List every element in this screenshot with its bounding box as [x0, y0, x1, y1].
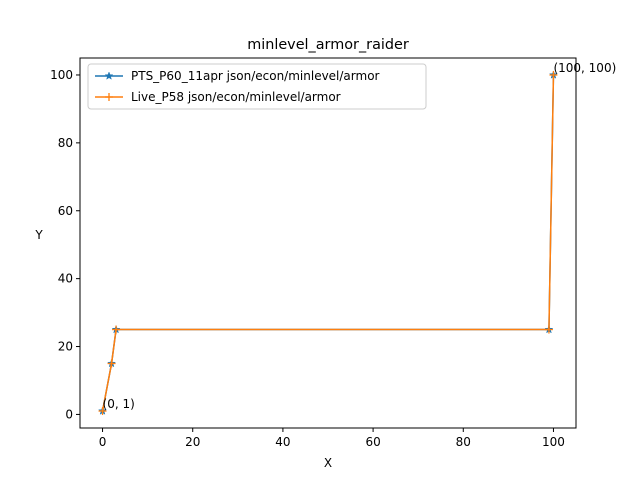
point-annotation: (0, 1): [103, 397, 135, 411]
data-point: [112, 325, 121, 334]
legend-entry: Live_P58 json/econ/minlevel/armor: [95, 90, 341, 104]
legend-marker: [105, 93, 113, 101]
y-tick-label: 80: [58, 136, 73, 150]
plot-frame: [79, 57, 577, 429]
legend-label: Live_P58 json/econ/minlevel/armor: [131, 90, 341, 104]
y-axis-label: Y: [34, 228, 43, 242]
legend-marker: [104, 71, 114, 80]
x-axis-label: X: [324, 456, 332, 470]
y-tick-label: 0: [65, 407, 73, 421]
y-tick-label: 60: [58, 204, 73, 218]
y-axis: 0 20 40 60 80 100: [50, 68, 80, 421]
x-tick-label: 0: [99, 435, 107, 449]
x-tick-label: 100: [542, 435, 565, 449]
x-tick-label: 20: [185, 435, 200, 449]
legend-box: [87, 63, 427, 110]
series-2: [98, 70, 558, 416]
x-axis: 0 20 40 60 80 100: [99, 428, 565, 449]
y-tick-label: 100: [50, 68, 73, 82]
point-annotation: (100, 100): [553, 61, 616, 75]
x-tick-label: 80: [456, 435, 471, 449]
series-layer: [98, 70, 558, 416]
legend: PTS_P60_11apr json/econ/minlevel/armor Li…: [87, 63, 427, 110]
x-tick-label: 60: [365, 435, 380, 449]
data-point: [549, 70, 558, 79]
x-tick-label: 40: [275, 435, 290, 449]
y-tick-label: 40: [58, 272, 73, 286]
chart-title: minlevel_armor_raider: [247, 37, 409, 53]
annotation-layer: (0, 1) (100, 100): [103, 61, 617, 411]
data-point: [544, 325, 553, 334]
legend-label: PTS_P60_11apr json/econ/minlevel/armor: [131, 69, 380, 83]
y-tick-label: 20: [58, 340, 73, 354]
legend-entry: PTS_P60_11apr json/econ/minlevel/armor: [95, 69, 380, 83]
data-point: [107, 359, 116, 368]
data-point: [98, 407, 107, 416]
